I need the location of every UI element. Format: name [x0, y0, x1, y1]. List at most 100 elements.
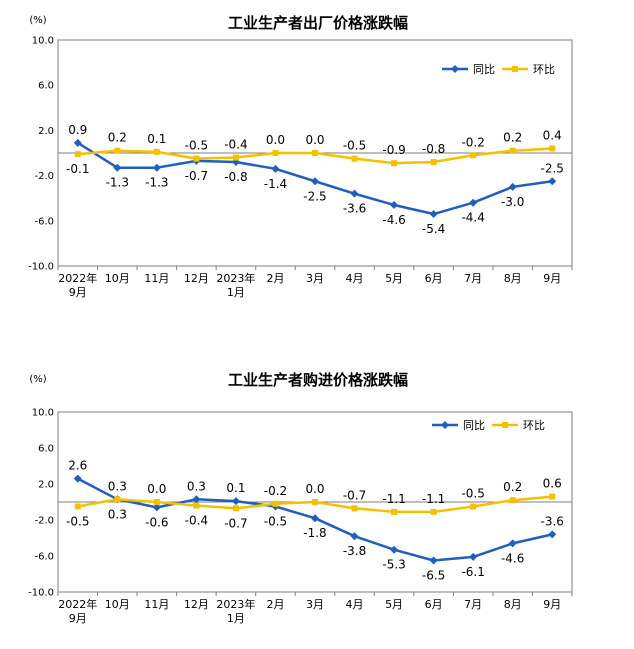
x-tick-label: 5月 — [385, 598, 403, 611]
x-tick-label: 9月 — [69, 286, 87, 299]
data-label: 0.2 — [108, 131, 127, 145]
legend-entry: 环比 — [523, 419, 545, 432]
data-point — [430, 159, 437, 166]
chart-purchase-price: 工业生产者购进价格涨跌幅 (%) 10.0 6.0 2.0 -2.0 -6.0 -10.0 20… — [0, 322, 634, 642]
data-label: -1.4 — [264, 177, 287, 191]
data-label: -1.3 — [106, 176, 129, 190]
data-point — [193, 155, 200, 162]
y-tick-label: 10.0 — [32, 408, 54, 419]
y-tick-label: -6.0 — [34, 216, 54, 227]
data-label: 0.9 — [68, 123, 87, 137]
data-point — [311, 514, 319, 523]
data-label: -1.1 — [422, 492, 445, 506]
data-label: -2.5 — [541, 161, 564, 175]
data-label: -0.2 — [264, 484, 287, 498]
x-tick-label: 1月 — [227, 286, 245, 299]
data-label: -1.1 — [382, 492, 405, 506]
y-tick-label: -2.0 — [34, 171, 54, 182]
data-point — [469, 552, 478, 561]
data-point — [192, 495, 201, 504]
data-point — [271, 164, 280, 173]
data-point — [73, 474, 82, 483]
data-label: -0.8 — [422, 142, 445, 156]
data-point — [311, 177, 319, 186]
x-tick-label: 4月 — [346, 598, 364, 611]
y-tick-label: 10.0 — [32, 36, 54, 47]
data-label: -4.6 — [382, 213, 405, 227]
y-axis-unit: (%) — [29, 15, 46, 26]
x-tick-label: 7月 — [464, 598, 482, 611]
data-label: -4.4 — [461, 211, 484, 225]
data-point — [509, 497, 516, 504]
chart-title: 工业生产者购进价格涨跌幅 — [228, 371, 408, 389]
data-label: -0.4 — [185, 514, 208, 528]
x-tick-label: 7月 — [464, 272, 482, 285]
data-label: -0.5 — [461, 487, 484, 501]
x-tick-label: 2022年 — [58, 271, 97, 285]
data-label: -0.8 — [224, 170, 247, 184]
x-tick-label: 2月 — [266, 598, 284, 611]
data-point — [312, 150, 318, 156]
data-label: -3.8 — [343, 544, 366, 558]
x-tick-label: 6月 — [425, 598, 443, 611]
y-tick-label: 2.0 — [38, 480, 54, 491]
chart-svg: 工业生产者出厂价格涨跌幅 (%) 10.0 6.0 2.0 -2.0 -6.0 -10.0 20… — [28, 14, 573, 299]
data-point — [429, 210, 438, 219]
data-label: 0.0 — [147, 482, 166, 496]
data-point — [232, 505, 239, 512]
data-point — [350, 189, 359, 198]
data-label: 0.3 — [108, 479, 127, 493]
data-label: -4.6 — [501, 551, 524, 565]
data-label: -0.7 — [185, 169, 208, 183]
data-label: -3.0 — [501, 195, 524, 209]
x-tick-label: 2022年 — [58, 597, 97, 611]
x-tick-label: 12月 — [184, 598, 209, 611]
data-point — [153, 499, 160, 505]
data-label: -5.4 — [422, 222, 445, 236]
data-label: -5.3 — [382, 558, 405, 572]
chart-title: 工业生产者出厂价格涨跌幅 — [228, 14, 408, 32]
x-tick-label: 9月 — [543, 598, 561, 611]
data-point — [391, 508, 398, 515]
data-label: 0.2 — [503, 131, 522, 145]
data-point — [548, 530, 557, 539]
data-label: -0.5 — [66, 515, 89, 529]
data-label: 0.2 — [503, 480, 522, 494]
data-label: 0.3 — [187, 479, 206, 493]
x-tick-label: 8月 — [504, 598, 522, 611]
data-label: -0.9 — [382, 143, 405, 157]
x-tick-label: 10月 — [105, 598, 130, 611]
x-tick-label: 2月 — [266, 272, 284, 285]
y-tick-label: 6.0 — [38, 81, 54, 92]
data-point — [390, 545, 399, 554]
data-point — [152, 163, 161, 172]
legend-entry: 同比 — [473, 63, 495, 76]
legend-entry: 同比 — [463, 419, 485, 432]
data-point — [429, 556, 438, 565]
data-label: -0.2 — [461, 135, 484, 149]
data-label: 0.6 — [543, 477, 562, 491]
data-point — [114, 496, 121, 503]
data-point — [73, 138, 82, 147]
data-label: 0.3 — [108, 507, 127, 521]
data-point — [390, 200, 399, 209]
data-point — [231, 497, 240, 506]
x-tick-label: 11月 — [144, 272, 169, 285]
data-label: 0.0 — [266, 133, 285, 147]
y-axis-unit: (%) — [29, 374, 46, 385]
x-tick-label: 8月 — [504, 272, 522, 285]
legend-marker — [441, 421, 449, 429]
data-point — [74, 503, 81, 510]
x-tick-label: 3月 — [306, 598, 324, 611]
y-tick-label: 6.0 — [38, 444, 54, 455]
y-tick-label: -2.0 — [34, 516, 54, 527]
data-label: -0.7 — [224, 516, 247, 530]
x-tick-label: 6月 — [425, 272, 443, 285]
data-label: -3.6 — [541, 514, 564, 528]
data-label: -1.3 — [145, 176, 168, 190]
data-label: 0.1 — [147, 132, 166, 146]
data-point — [232, 154, 239, 161]
data-label: -0.5 — [185, 139, 208, 153]
data-label: 0.4 — [543, 128, 562, 142]
data-label: -0.6 — [145, 515, 168, 529]
